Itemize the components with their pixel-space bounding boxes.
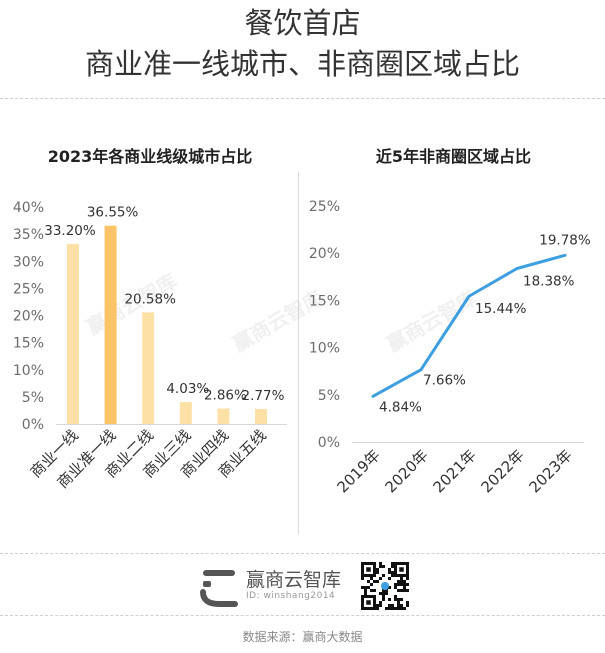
page-subtitle: 商业准一线城市、非商圈区域占比	[84, 47, 520, 81]
footer-divider	[0, 553, 605, 554]
line-value-label: 18.38%	[523, 273, 575, 289]
bar-ytick-label: 30%	[13, 254, 44, 270]
data-source: 数据来源：赢商大数据	[242, 630, 363, 644]
line-ytick-label: 20%	[309, 246, 340, 262]
bar-ytick-label: 20%	[13, 309, 44, 325]
line-category-label: 2021年	[429, 446, 479, 496]
page-title: 餐饮首店	[244, 6, 361, 40]
bar-ytick-label: 15%	[13, 336, 44, 352]
bar	[179, 402, 192, 424]
bar-value-label: 36.55%	[87, 205, 139, 221]
line-ytick-label: 10%	[309, 341, 340, 357]
line-value-label: 15.44%	[475, 301, 527, 317]
line-series	[371, 253, 567, 398]
bar-value-label: 20.58%	[124, 291, 176, 307]
bar	[104, 225, 117, 424]
brand-id: ID: winshang2014	[246, 591, 336, 601]
line-category-label: 2020年	[381, 446, 431, 496]
bar-ytick-label: 35%	[13, 227, 44, 243]
bar-ytick-label: 40%	[13, 200, 44, 216]
bar-value-label: 4.03%	[166, 381, 209, 397]
source-divider	[0, 615, 605, 616]
bar	[217, 408, 230, 424]
chart-divider	[298, 172, 299, 534]
line-ytick-label: 5%	[318, 388, 340, 404]
bar	[142, 312, 155, 424]
line-value-label: 7.66%	[423, 373, 466, 389]
brand-name: 赢商云智库	[246, 569, 342, 591]
bar-ytick-label: 5%	[22, 390, 44, 406]
line-ytick-label: 15%	[309, 293, 340, 309]
line-value-label: 4.84%	[379, 399, 422, 415]
line-ytick-label: 25%	[309, 199, 340, 215]
bar	[255, 408, 267, 424]
bar-value-label: 33.20%	[44, 223, 96, 239]
line-category-label: 2023年	[525, 446, 575, 496]
line-chart-title: 近5年非商圈区域占比	[375, 147, 532, 166]
bar-value-label: 2.86%	[204, 387, 247, 403]
bar-value-label: 2.77%	[242, 388, 285, 404]
line-category-label: 2022年	[477, 446, 527, 496]
bar	[67, 243, 79, 424]
line-ytick-label: 0%	[318, 435, 340, 451]
line-category-label: 2019年	[333, 446, 383, 496]
header-divider	[0, 98, 605, 99]
bar-chart-title: 2023年各商业线级城市占比	[47, 147, 253, 166]
watermark-2: 赢商云智库	[383, 286, 482, 357]
line-value-label: 19.78%	[539, 232, 591, 248]
bar-ytick-label: 10%	[13, 363, 44, 379]
bar-ytick-label: 25%	[13, 281, 44, 297]
bar-ytick-label: 0%	[22, 417, 44, 433]
